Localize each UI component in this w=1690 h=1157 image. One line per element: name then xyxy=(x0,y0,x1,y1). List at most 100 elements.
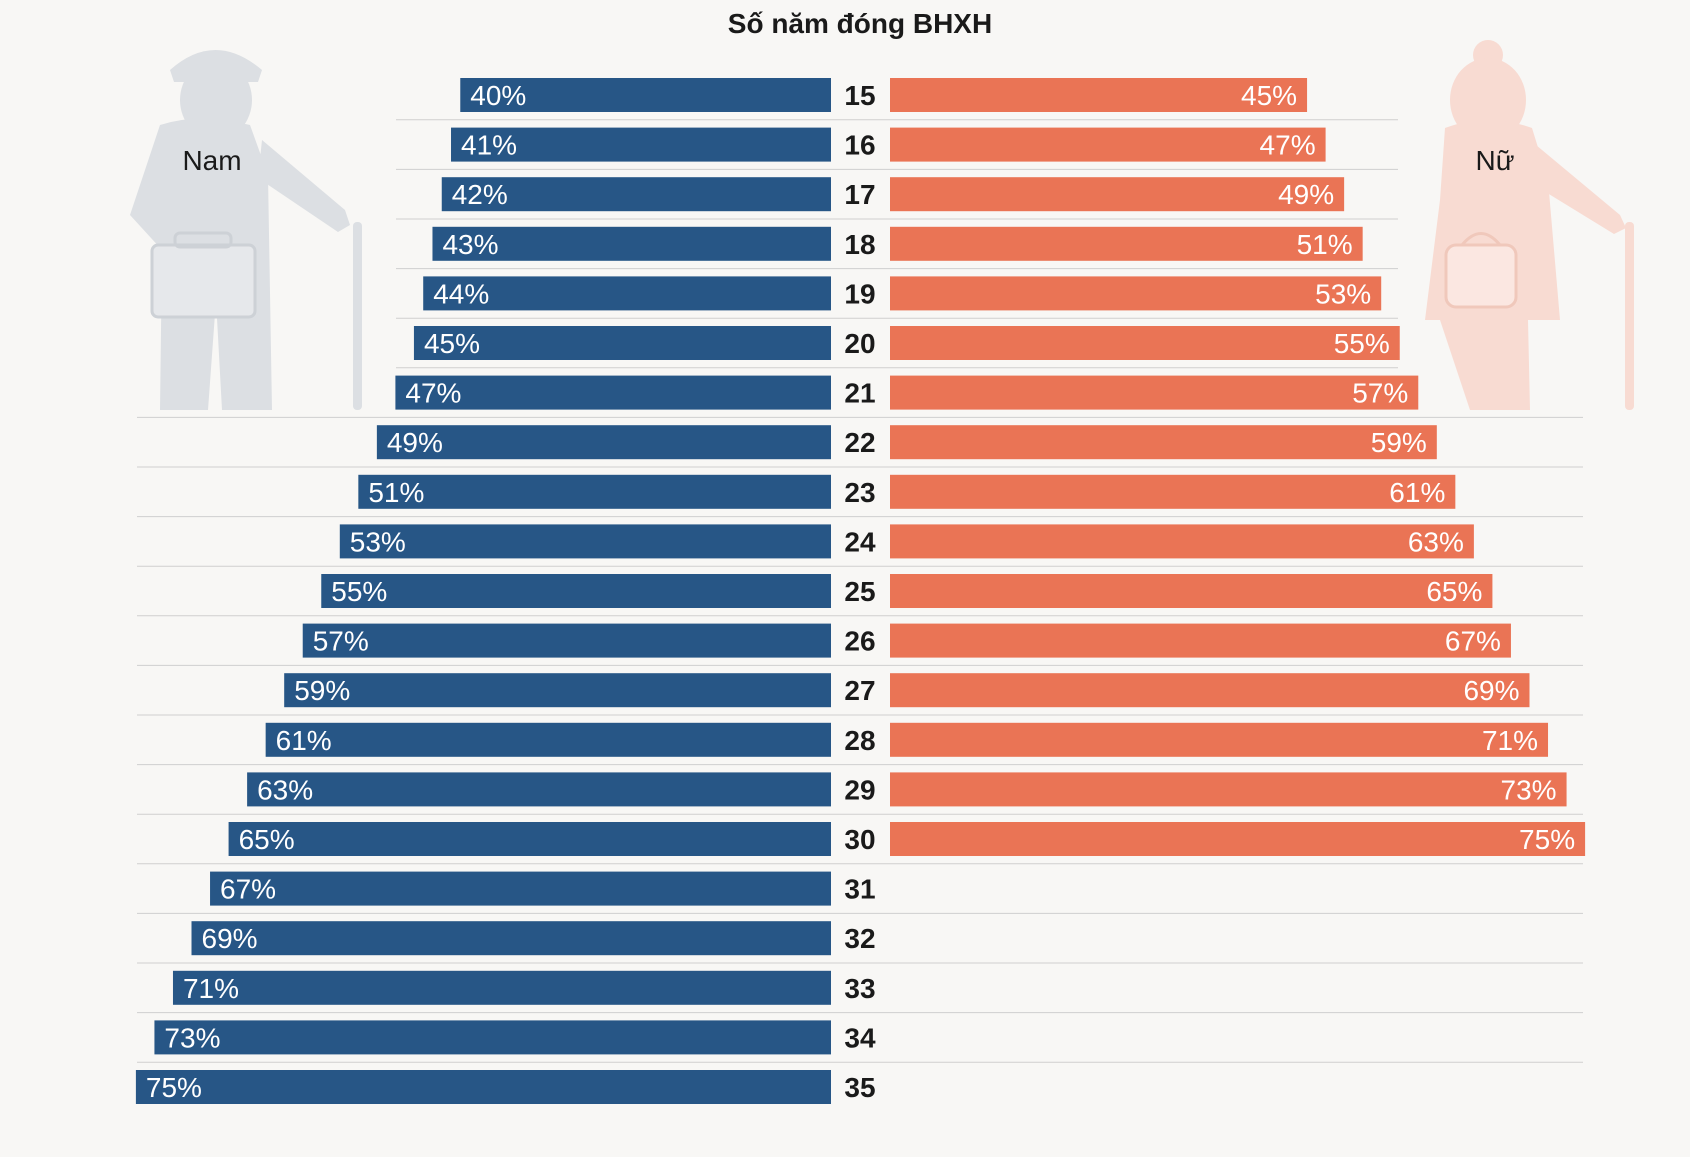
bar-female-30 xyxy=(890,822,1586,856)
legend-male: Nam xyxy=(182,145,241,176)
label-male-27: 59% xyxy=(294,675,350,706)
label-male-18: 43% xyxy=(442,229,498,260)
year-label-21: 21 xyxy=(844,378,875,409)
label-female-17: 49% xyxy=(1278,179,1334,210)
bar-male-34 xyxy=(154,1020,831,1055)
label-male-33: 71% xyxy=(183,973,239,1004)
bars: 40% 45% 15 41% 47% 16 42% 49% 17 43% 51% 18 44% 53% 19… xyxy=(135,78,1586,1104)
legend-female: Nữ xyxy=(1476,145,1515,176)
year-label-24: 24 xyxy=(844,526,876,557)
label-male-20: 45% xyxy=(424,328,480,359)
bar-female-20 xyxy=(890,326,1400,360)
year-label-33: 33 xyxy=(844,973,875,1004)
bar-male-30 xyxy=(228,822,831,856)
label-female-27: 69% xyxy=(1463,675,1519,706)
label-female-20: 55% xyxy=(1334,328,1390,359)
bar-female-16 xyxy=(890,127,1326,162)
label-female-23: 61% xyxy=(1389,477,1445,508)
bar-male-17 xyxy=(441,177,831,212)
label-female-22: 59% xyxy=(1371,427,1427,458)
year-label-31: 31 xyxy=(844,874,875,905)
year-label-34: 34 xyxy=(844,1022,876,1053)
bar-male-35 xyxy=(135,1070,831,1104)
elderly-woman-icon xyxy=(1425,40,1634,410)
bar-female-21 xyxy=(890,375,1419,410)
bar-male-21 xyxy=(395,375,831,410)
bar-male-25 xyxy=(321,574,831,608)
year-label-23: 23 xyxy=(844,477,875,508)
label-male-29: 63% xyxy=(257,774,313,805)
bar-female-24 xyxy=(890,524,1474,559)
label-female-19: 53% xyxy=(1315,278,1371,309)
year-label-25: 25 xyxy=(844,576,875,607)
label-male-25: 55% xyxy=(331,576,387,607)
label-female-24: 63% xyxy=(1408,526,1464,557)
label-male-26: 57% xyxy=(313,626,369,657)
year-label-26: 26 xyxy=(844,626,875,657)
label-male-32: 69% xyxy=(202,923,258,954)
bar-female-18 xyxy=(890,226,1363,261)
label-male-31: 67% xyxy=(220,874,276,905)
label-female-28: 71% xyxy=(1482,725,1538,756)
bar-male-19 xyxy=(423,276,831,311)
label-male-24: 53% xyxy=(350,526,406,557)
label-male-34: 73% xyxy=(164,1022,220,1053)
label-male-28: 61% xyxy=(276,725,332,756)
label-male-35: 75% xyxy=(146,1072,202,1103)
label-male-19: 44% xyxy=(433,278,489,309)
label-female-21: 57% xyxy=(1352,378,1408,409)
bar-male-22 xyxy=(376,425,831,460)
label-female-30: 75% xyxy=(1519,824,1575,855)
bar-male-24 xyxy=(339,524,831,559)
bar-male-27 xyxy=(284,673,831,708)
label-male-16: 41% xyxy=(461,130,517,161)
year-label-20: 20 xyxy=(844,328,875,359)
year-label-17: 17 xyxy=(844,179,875,210)
bar-male-26 xyxy=(302,623,831,658)
bar-female-23 xyxy=(890,474,1456,509)
elderly-man-icon xyxy=(130,50,362,410)
label-female-16: 47% xyxy=(1260,130,1316,161)
label-male-15: 40% xyxy=(470,80,526,111)
bar-female-27 xyxy=(890,673,1530,708)
bar-female-28 xyxy=(890,722,1549,757)
bar-male-15 xyxy=(460,78,831,112)
bar-male-18 xyxy=(432,226,831,261)
year-label-22: 22 xyxy=(844,427,875,458)
year-label-18: 18 xyxy=(844,229,875,260)
bar-male-31 xyxy=(210,871,831,906)
label-male-22: 49% xyxy=(387,427,443,458)
label-male-23: 51% xyxy=(368,477,424,508)
year-label-29: 29 xyxy=(844,774,875,805)
label-female-25: 65% xyxy=(1426,576,1482,607)
label-female-29: 73% xyxy=(1501,774,1557,805)
bar-female-19 xyxy=(890,276,1382,311)
year-label-16: 16 xyxy=(844,130,875,161)
label-female-15: 45% xyxy=(1241,80,1297,111)
label-female-26: 67% xyxy=(1445,626,1501,657)
chart-title: Số năm đóng BHXH xyxy=(728,8,992,39)
bar-male-28 xyxy=(265,722,832,757)
bar-male-16 xyxy=(451,127,831,162)
year-label-28: 28 xyxy=(844,725,875,756)
year-label-19: 19 xyxy=(844,278,875,309)
bar-female-25 xyxy=(890,574,1493,608)
bar-female-22 xyxy=(890,425,1437,460)
year-label-35: 35 xyxy=(844,1072,875,1103)
gridlines xyxy=(137,119,1583,1063)
bar-male-23 xyxy=(358,474,831,509)
bar-female-29 xyxy=(890,772,1567,807)
bar-female-17 xyxy=(890,177,1345,212)
year-label-15: 15 xyxy=(844,80,875,111)
year-label-32: 32 xyxy=(844,923,875,954)
bar-female-26 xyxy=(890,623,1511,658)
year-label-27: 27 xyxy=(844,675,875,706)
bar-male-33 xyxy=(172,970,832,1005)
bar-male-29 xyxy=(247,772,832,807)
bar-male-32 xyxy=(191,921,831,956)
year-label-30: 30 xyxy=(844,824,875,855)
label-male-21: 47% xyxy=(405,378,461,409)
bar-female-15 xyxy=(890,78,1308,112)
label-female-18: 51% xyxy=(1297,229,1353,260)
